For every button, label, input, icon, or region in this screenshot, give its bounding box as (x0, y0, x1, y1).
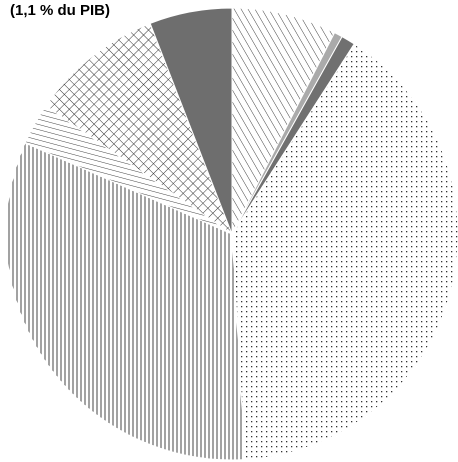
chart-title: (1,1 % du PIB) (10, 2, 110, 19)
pie-slices (5, 7, 458, 461)
pie-slice-1 (231, 7, 336, 235)
pie-slice-8 (149, 7, 233, 235)
pie-slice-4 (231, 43, 458, 461)
pie-slice-5 (5, 142, 246, 461)
pie-slice-7 (45, 22, 234, 236)
